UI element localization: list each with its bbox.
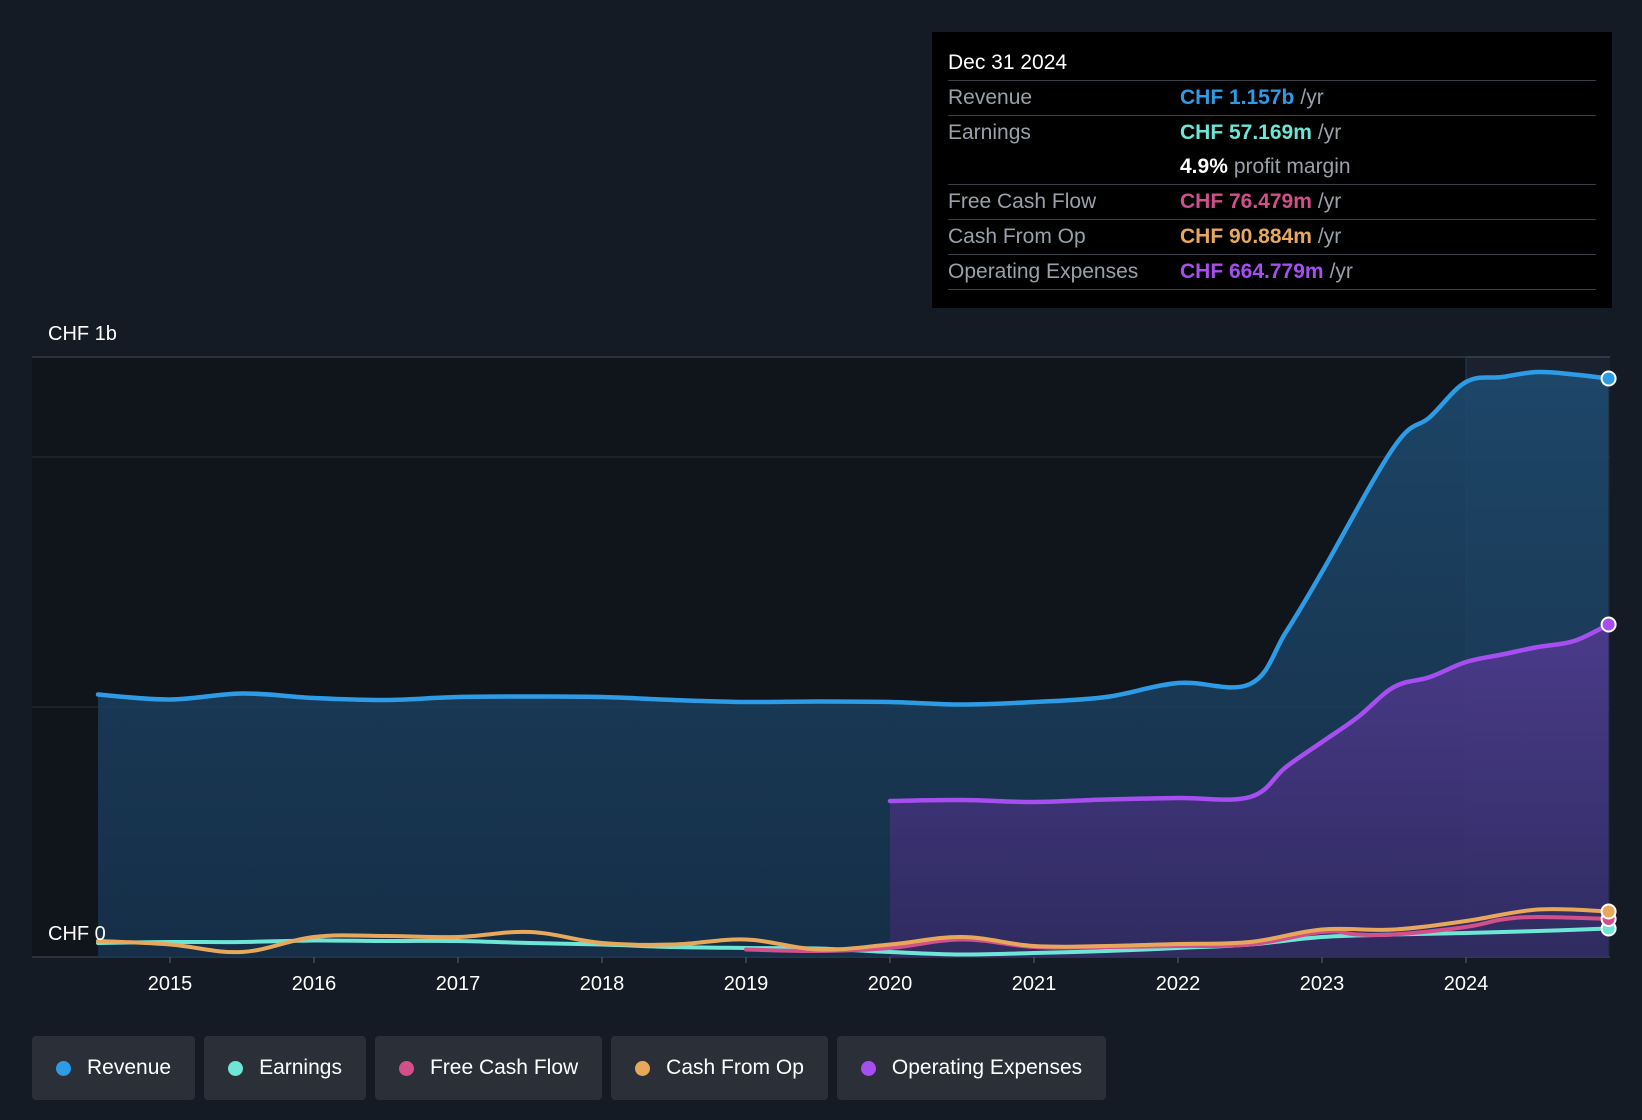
tooltip-date: Dec 31 2024	[948, 51, 1068, 74]
legend-dot-icon	[56, 1060, 71, 1076]
x-tick-label: 2017	[436, 973, 481, 995]
x-tick-label: 2020	[868, 973, 913, 995]
line-cash-from-op	[96, 907, 1611, 955]
tooltip-label: Cash From Op	[948, 225, 1086, 248]
series-areas	[98, 371, 1609, 957]
tooltip-label: Earnings	[948, 121, 1031, 144]
tooltip-unit: /yr	[1317, 225, 1342, 248]
tooltip-unit: /yr	[1300, 86, 1324, 109]
tooltip-label: Revenue	[948, 86, 1033, 109]
tooltip-value: CHF 90.884m	[1180, 225, 1312, 248]
x-tick-label: 2018	[580, 973, 625, 995]
line-revenue	[95, 369, 1611, 707]
end-marker-cash-from-op	[1600, 903, 1617, 920]
tooltip-row-margin: 4.9% profit margin	[948, 150, 1596, 184]
tooltip-value: CHF 57.169m	[1180, 121, 1312, 144]
legend-item-cash-from-op[interactable]: Cash From Op	[611, 1036, 828, 1100]
tooltip-unit: /yr	[1329, 260, 1353, 283]
tooltip-row-operating-expenses: Operating Expenses CHF 664.779m /yr	[948, 254, 1596, 290]
x-tick-label: 2016	[292, 973, 337, 995]
legend-dot-icon	[398, 1060, 414, 1076]
legend-item-earnings[interactable]: Earnings	[204, 1036, 366, 1100]
legend-label: Operating Expenses	[891, 1056, 1083, 1079]
legend-dot-icon	[228, 1060, 244, 1076]
x-axis: 2015 2016 2017 2018 2019 2020 2021 2022 2023 2024	[148, 957, 1489, 995]
profit-margin-value: 4.9%	[1180, 155, 1228, 178]
tooltip-value: CHF 76.479m	[1180, 190, 1312, 213]
tooltip-label: Free Cash Flow	[948, 190, 1097, 213]
x-tick-label: 2024	[1444, 973, 1489, 995]
profit-margin-label: profit margin	[1233, 155, 1351, 178]
tooltip-row-earnings: Earnings CHF 57.169m /yr	[948, 115, 1596, 150]
legend-item-free-cash-flow[interactable]: Free Cash Flow	[374, 1036, 603, 1100]
tooltip-label: Operating Expenses	[948, 260, 1139, 283]
tooltip-value: CHF 1.157b	[1180, 86, 1295, 109]
legend-item-operating-expenses[interactable]: Operating Expenses	[836, 1036, 1107, 1100]
legend: Revenue Earnings Free Cash Flow Cash Fro…	[32, 1036, 1107, 1100]
tooltip-unit: /yr	[1317, 190, 1342, 213]
legend-dot-icon	[860, 1060, 876, 1076]
y-axis-top-label: CHF 1b	[48, 323, 117, 345]
tooltip-row-revenue: Revenue CHF 1.157b /yr	[948, 80, 1596, 115]
x-tick-label: 2021	[1012, 973, 1057, 995]
tooltip-value: CHF 664.779m	[1180, 260, 1324, 283]
legend-label: Free Cash Flow	[429, 1056, 579, 1079]
legend-label: Revenue	[87, 1056, 172, 1079]
end-marker-revenue	[1600, 370, 1617, 387]
tooltip-unit: /yr	[1317, 121, 1342, 144]
series-lines	[95, 369, 1611, 957]
x-tick-label: 2022	[1156, 973, 1201, 995]
x-tick-label: 2023	[1300, 973, 1345, 995]
y-axis-zero-label: CHF 0	[48, 923, 106, 945]
tooltip-row-cash-from-op: Cash From Op CHF 90.884m /yr	[948, 219, 1596, 254]
legend-label: Earnings	[259, 1056, 342, 1079]
line-free-cash-flow	[744, 914, 1611, 954]
legend-item-revenue[interactable]: Revenue	[32, 1036, 196, 1100]
tooltip: Dec 31 2024 Revenue CHF 1.157b /yr Earni…	[932, 32, 1612, 308]
x-tick-label: 2019	[724, 973, 769, 995]
x-tick-label: 2015	[148, 973, 193, 995]
area-operating-expenses	[890, 624, 1609, 957]
line-operating-expenses	[887, 622, 1611, 805]
series-end-markers	[1600, 370, 1617, 937]
legend-label: Cash From Op	[666, 1056, 804, 1079]
tooltip-row-free-cash-flow: Free Cash Flow CHF 76.479m /yr	[948, 184, 1596, 219]
end-marker-operating-expenses	[1600, 616, 1617, 633]
legend-dot-icon	[635, 1060, 651, 1076]
